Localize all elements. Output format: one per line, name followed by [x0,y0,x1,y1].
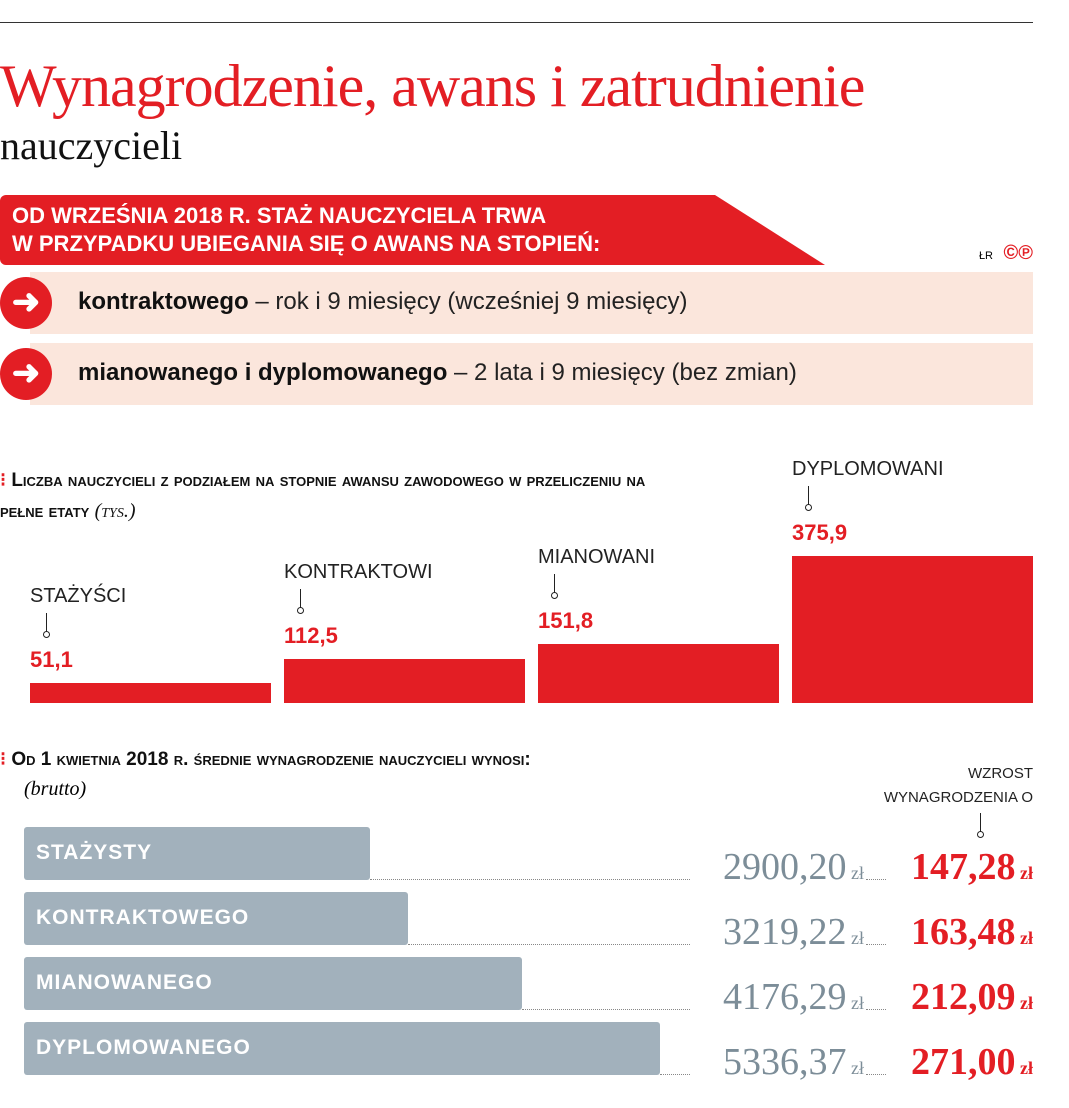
bar-value-label: 112,5 [284,623,338,648]
info-row [30,343,1033,405]
salary-bar: STAŻYSTY [24,827,370,880]
bar [30,683,271,703]
salary-value: 4176,29 zł [723,975,864,1019]
bar-value-label: 375,9 [792,520,848,545]
bar [284,659,525,703]
bar [792,556,1033,703]
currency: zł [1015,1058,1033,1078]
salary-bar-label: MIANOWANEGO [36,971,213,994]
salary-amount: 5336,37 [723,1041,847,1083]
increase-value: 212,09 zł [911,975,1033,1019]
dotted-leader [866,879,886,880]
salary-bar-label: KONTRAKTOWEGO [36,906,250,929]
salary-bar-label: DYPLOMOWANEGO [36,1036,251,1059]
currency: zł [846,928,864,948]
category-label: MIANOWANI [538,545,656,568]
category-label: STAŻYŚCI [30,585,127,607]
increase-value: 147,28 zł [911,845,1033,889]
salary-amount: 3219,22 [723,911,847,953]
category-label: DYPLOMOWANI [792,458,944,480]
top-rule [0,22,1033,23]
arrow-right-icon: ➜ [0,348,52,400]
banner-line-2: W PRZYPADKU UBIEGANIA SIĘ O AWANS NA STO… [12,231,601,256]
credit: ŁR [978,250,993,262]
chart2-title: ⁝ Od 1 kwietnia 2018 r. średnie wynagrod… [0,749,531,770]
increase-amount: 271,00 [911,1041,1016,1083]
banner-line-1: OD WRZEŚNIA 2018 R. STAŻ NAUCZYCIELA TRW… [12,203,547,228]
copyright-icon: ©℗ [1003,242,1033,264]
increase-value: 163,48 zł [911,910,1033,954]
currency: zł [1015,928,1033,948]
currency: zł [1015,993,1033,1013]
dotted-leader [369,879,690,880]
chart2-subtitle: (brutto) [24,778,87,800]
increase-header-2: WYNAGRODZENIA O [883,789,1033,806]
currency: zł [846,1058,864,1078]
arrow-right-icon: ➜ [0,277,52,329]
salary-value: 5336,37 zł [723,1040,864,1084]
increase-amount: 212,09 [911,976,1016,1018]
page-title: Wynagrodzenie, awans i zatrudnienie [0,53,865,119]
label-pin [43,613,50,638]
bar-value-label: 51,1 [30,647,73,672]
salary-value: 2900,20 zł [723,845,864,889]
currency: zł [1015,863,1033,883]
increase-amount: 163,48 [911,911,1016,953]
increase-pin [977,813,984,838]
bar-value-label: 151,8 [538,607,594,633]
dotted-leader [660,1074,690,1075]
salary-amount: 4176,29 [723,976,847,1018]
increase-amount: 147,28 [911,846,1016,888]
salary-amount: 2900,20 [723,846,847,888]
label-pin [805,486,812,511]
dotted-leader [407,944,690,945]
info-row-text: mianowanego i dyplomowanego – 2 lata i 9… [78,359,797,386]
salary-bar: MIANOWANEGO [24,957,522,1010]
salary-value: 3219,22 zł [723,910,864,954]
dotted-leader [866,1009,886,1010]
currency: zł [846,993,864,1013]
label-pin [297,589,304,614]
label-pin [551,573,558,599]
salary-bar: DYPLOMOWANEGO [24,1022,660,1075]
dotted-leader [521,1009,690,1010]
currency: zł [846,863,864,883]
banner: OD WRZEŚNIA 2018 R. STAŻ NAUCZYCIELA TRW… [0,195,825,265]
info-row [30,272,1033,334]
bar [538,643,779,703]
chart1-title: ⁝ Liczba nauczycieli z podziałem na stop… [0,470,646,522]
dotted-leader [866,944,886,945]
salary-bar-label: STAŻYSTY [36,841,153,864]
increase-value: 271,00 zł [911,1040,1033,1084]
page-subtitle: nauczycieli [0,123,183,168]
dotted-leader [866,1074,886,1075]
increase-header: WZROST [968,765,1033,782]
info-row-text: kontraktowego – rok i 9 miesięcy (wcześn… [78,288,688,315]
category-label: KONTRAKTOWI [284,561,433,583]
salary-bar: KONTRAKTOWEGO [24,892,408,945]
